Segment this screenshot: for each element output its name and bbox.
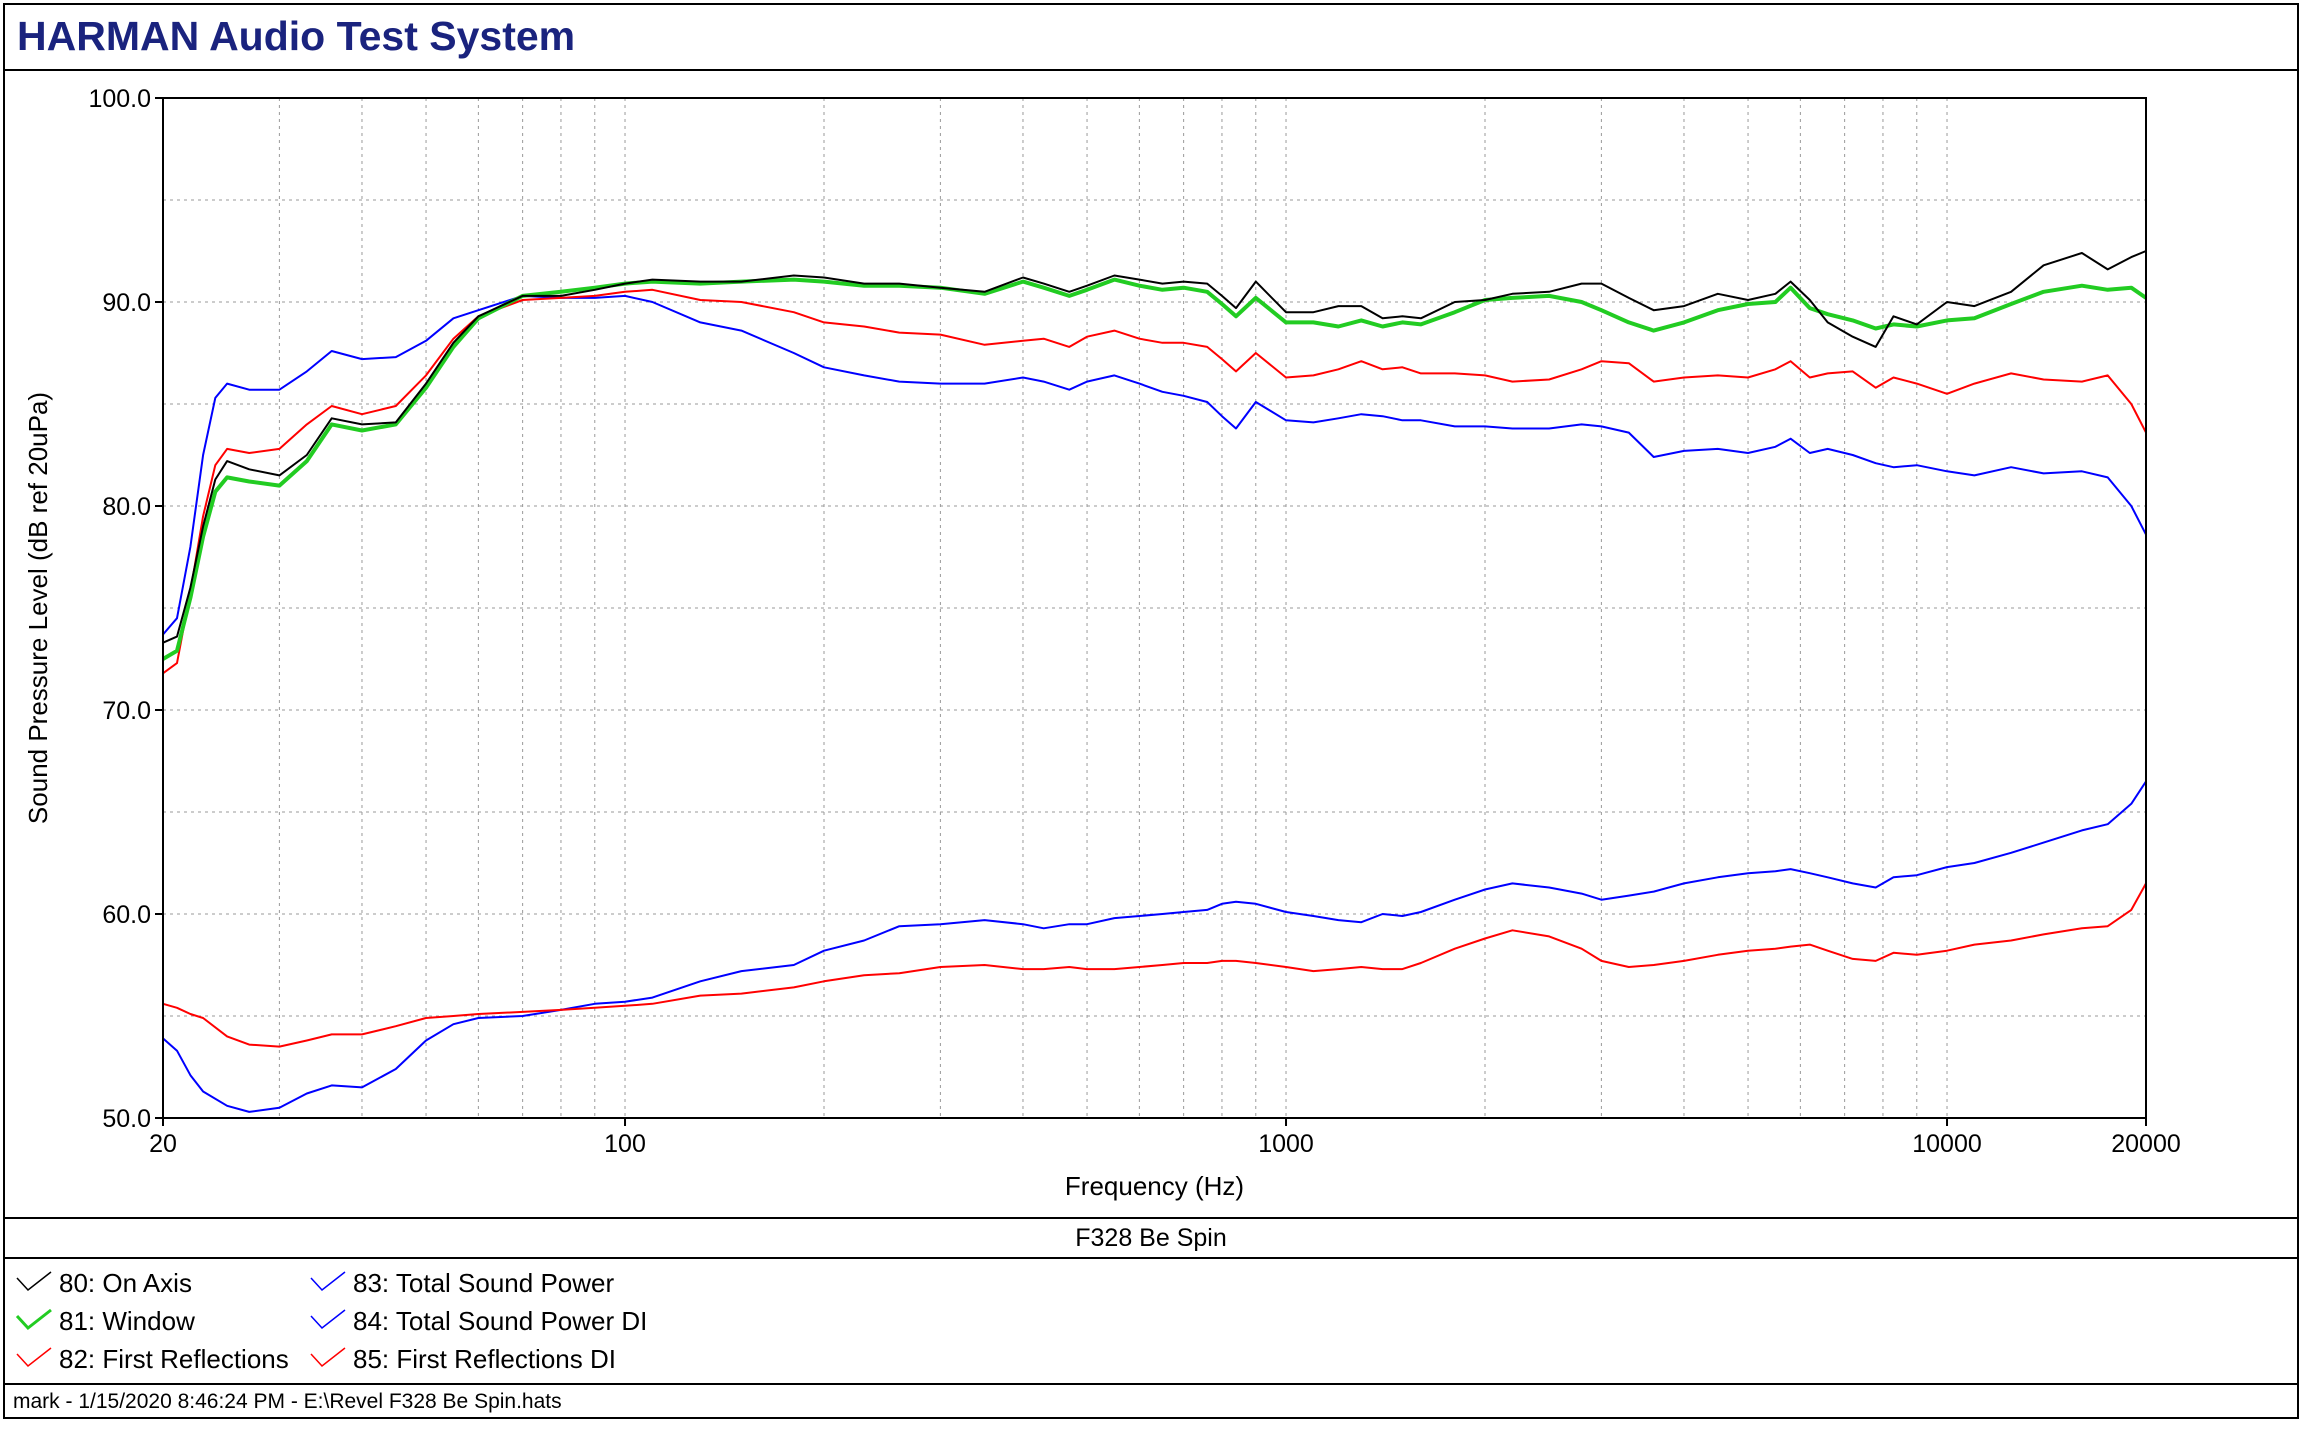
x-tick-label: 100: [604, 1130, 646, 1158]
y-axis-title: Sound Pressure Level (dB ref 20uPa): [23, 392, 53, 824]
legend-swatch-line: [16, 1271, 52, 1292]
y-tick-label: 100.0: [88, 85, 151, 113]
legend-item: 82: First Reflections: [15, 1341, 289, 1377]
series-line: [162, 294, 2147, 636]
legend-swatch-line: [310, 1271, 346, 1292]
legend-swatch-line: [16, 1347, 52, 1368]
y-tick-label: 80.0: [102, 493, 151, 521]
legend-swatch-icon: [310, 1271, 346, 1292]
legend-swatch-line: [310, 1309, 346, 1330]
legend-label: 85: First Reflections DI: [353, 1343, 616, 1374]
y-tick-label: 90.0: [102, 289, 151, 317]
app-title: HARMAN Audio Test System: [17, 13, 576, 59]
legend-swatch-icon: [16, 1271, 52, 1292]
legend-label: 81: Window: [59, 1305, 195, 1336]
legend-swatch-icon: [15, 1308, 52, 1331]
chart-name-bar: F328 Be Spin: [5, 1217, 2297, 1259]
legend-swatch-icon: [310, 1347, 346, 1368]
x-tick-label: 20000: [2111, 1130, 2181, 1158]
y-tick-label: 50.0: [102, 1105, 151, 1133]
legend-label: 80: On Axis: [59, 1267, 192, 1298]
footer-bar: mark - 1/15/2020 8:46:24 PM - E:\Revel F…: [5, 1383, 2297, 1417]
series-line: [162, 250, 2147, 644]
series-line: [162, 288, 2147, 675]
x-axis-title: Frequency (Hz): [1065, 1171, 1244, 1201]
legend-item: 80: On Axis: [15, 1265, 192, 1301]
legend-swatch-line: [310, 1347, 346, 1368]
y-tick-label: 60.0: [102, 901, 151, 929]
series-line: [161, 277, 2148, 661]
grid-layer: [163, 98, 2146, 1118]
legend-label: 84: Total Sound Power DI: [353, 1305, 648, 1336]
x-tick-label: 10000: [1912, 1130, 1982, 1158]
y-tick-label: 70.0: [102, 697, 151, 725]
title-bar: HARMAN Audio Test System: [5, 5, 2297, 71]
tick-layer: 20 100 1000 10000 20000 50.0 60.0 70.0 80.0 90.0 1…: [88, 85, 2180, 1158]
x-tick-label: 1000: [1258, 1130, 1314, 1158]
chart-svg: 20 100 1000 10000 20000 50.0 60.0 70.0 80.0 90.0 1…: [23, 85, 2181, 1201]
legend-label: 83: Total Sound Power: [353, 1267, 615, 1298]
report-frame: HARMAN Audio Test System 20 100 1000 10000 2…: [3, 3, 2299, 1419]
legend-swatch-icon: [16, 1347, 52, 1368]
footer-info: mark - 1/15/2020 8:46:24 PM - E:\Revel F…: [13, 1390, 562, 1413]
legend-swatch-line: [15, 1308, 52, 1331]
legend-item: 81: Window: [15, 1303, 195, 1339]
legend: 80: On Axis 81: Window 82: First Reflectio…: [5, 1259, 2297, 1383]
plot-border: [162, 97, 2147, 1119]
legend-item: 83: Total Sound Power: [309, 1265, 614, 1301]
chart-title: F328 Be Spin: [1075, 1224, 1227, 1252]
series-line: [162, 882, 2147, 1048]
legend-label: 82: First Reflections: [59, 1343, 289, 1374]
series-line: [162, 780, 2147, 1113]
legend-item: 84: Total Sound Power DI: [309, 1303, 647, 1339]
legend-item: 85: First Reflections DI: [309, 1341, 616, 1377]
series-layer: [161, 250, 2148, 1118]
x-tick-label: 20: [149, 1130, 177, 1158]
plot-area: 20 100 1000 10000 20000 50.0 60.0 70.0 80.0 90.0 1…: [5, 71, 2297, 1217]
legend-swatch-icon: [310, 1309, 346, 1330]
